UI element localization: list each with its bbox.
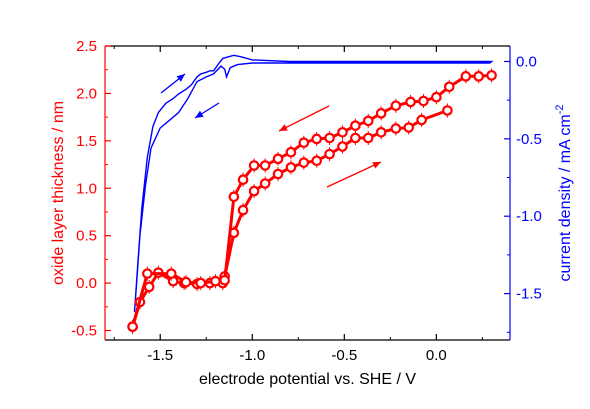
y-left-tick-label: 0.0 xyxy=(76,275,97,292)
y-left-axis-title: oxide layer thickness / nm xyxy=(50,101,67,285)
plot-area xyxy=(127,54,497,334)
thickness-data-point xyxy=(143,281,155,293)
blue-arrow-forward-head xyxy=(176,74,185,82)
thickness-connector-line xyxy=(131,109,448,328)
thickness-data-point xyxy=(237,174,249,186)
red-arrow-forward xyxy=(326,161,382,188)
thickness-data-point xyxy=(324,148,335,160)
y-left-tick-label: 2.5 xyxy=(76,38,97,55)
thickness-data-point xyxy=(259,178,271,189)
thickness-data-point xyxy=(248,185,260,197)
y-right-axis-title-main: current density / mA cm xyxy=(557,114,574,281)
thickness-data-point xyxy=(460,71,472,82)
x-tick-label: -1.5 xyxy=(147,347,173,364)
thickness-data-point xyxy=(142,268,153,279)
thickness-data-point xyxy=(375,108,387,119)
thickness-data-point xyxy=(418,95,429,107)
thickness-data-point xyxy=(405,96,416,108)
thickness-data-point xyxy=(311,133,323,145)
y-right-axis-title: current density / mA cm-2 xyxy=(554,105,574,282)
thickness-data-point xyxy=(259,160,271,171)
thickness-data-point xyxy=(165,268,177,279)
thickness-data-point xyxy=(285,146,297,158)
thickness-data-point xyxy=(350,132,361,144)
thickness-data-point xyxy=(337,141,348,152)
thickness-connector-line xyxy=(131,73,492,328)
x-tick-label: -0.5 xyxy=(331,347,357,364)
y-right-axis-title-superscript: -2 xyxy=(554,105,566,115)
thickness-data-point xyxy=(127,321,138,333)
thickness-data-point xyxy=(248,160,260,171)
thickness-data-point xyxy=(443,81,455,93)
thickness-data-point xyxy=(390,123,402,134)
thickness-data-point xyxy=(298,157,310,168)
y-right-tick-label: -1.5 xyxy=(516,286,542,303)
y-left-tick-label: 1.5 xyxy=(76,133,97,150)
thickness-data-point xyxy=(416,114,427,126)
thickness-data-point xyxy=(350,120,361,131)
red-arrow-reverse xyxy=(278,105,330,132)
thickness-data-point xyxy=(375,127,387,138)
thickness-data-point xyxy=(362,132,374,144)
thickness-data-point xyxy=(473,71,485,82)
thickness-data-point xyxy=(228,191,240,203)
thickness-data-point xyxy=(337,127,348,138)
x-axis-title: electrode potential vs. SHE / V xyxy=(199,371,416,388)
x-tick-label: 0.0 xyxy=(426,347,447,364)
thickness-data-point xyxy=(403,122,415,133)
y-left-tick-label: 1.0 xyxy=(76,180,97,197)
thickness-data-point xyxy=(195,277,207,289)
axes: -1.5 -1.0 -0.5 0.0 -0.5 0.0 0.5 1.0 1.5 2.0 2.5 -1.… xyxy=(71,38,542,364)
y-left-tick-label: 0.5 xyxy=(76,228,97,245)
y-right-tick-label: -1.0 xyxy=(516,208,542,225)
current-density-curve xyxy=(133,54,494,313)
y-left-tick-label: -0.5 xyxy=(71,323,97,340)
thickness-data-point xyxy=(362,115,374,127)
thickness-data-point xyxy=(219,274,230,286)
y-right-tick-label: 0.0 xyxy=(516,53,537,70)
thickness-data-point xyxy=(431,91,442,103)
thickness-data-point xyxy=(486,70,497,81)
thickness-data-point xyxy=(311,155,323,167)
y-right-tick-label: -0.5 xyxy=(516,131,542,148)
thickness-data-point xyxy=(272,168,284,180)
thickness-data-point xyxy=(237,204,249,216)
x-tick-label: -1.0 xyxy=(239,347,265,364)
y-left-tick-label: 2.0 xyxy=(76,85,97,102)
thickness-data-point xyxy=(210,275,221,287)
blue-arrow-reverse-head xyxy=(195,110,204,118)
thickness-data-point xyxy=(298,137,310,149)
thickness-data-point xyxy=(272,153,284,165)
thickness-data-point xyxy=(285,162,297,173)
thickness-data-point xyxy=(324,132,335,144)
thickness-data-point xyxy=(442,105,453,116)
red-arrow-forward-head xyxy=(372,162,381,169)
thickness-data-point xyxy=(180,276,192,288)
thickness-data-point xyxy=(390,100,402,112)
red-arrow-reverse-head xyxy=(279,124,288,131)
